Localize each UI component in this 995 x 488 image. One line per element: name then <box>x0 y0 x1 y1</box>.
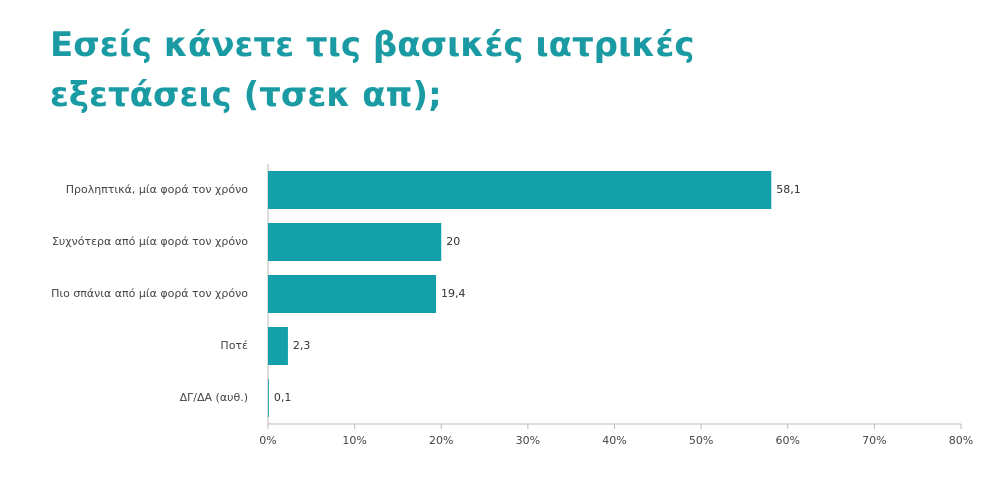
y-tick-label: Συχνότερα από μία φορά τον χρόνο <box>52 235 248 248</box>
y-tick-label: Ποτέ <box>220 339 248 352</box>
x-tick-label: 0% <box>259 434 276 447</box>
x-tick-label: 40% <box>602 434 626 447</box>
y-tick-label: Πιο σπάνια από μία φορά τον χρόνο <box>51 287 248 300</box>
chart-title: Εσείς κάνετε τις βασικές ιατρικές εξετάσ… <box>50 25 695 115</box>
y-tick-label: ΔΓ/ΔΑ (αυθ.) <box>180 391 248 404</box>
data-label: 19,4 <box>441 287 466 300</box>
x-tick-label: 10% <box>342 434 366 447</box>
bar <box>268 379 269 417</box>
data-label: 0,1 <box>274 391 292 404</box>
x-tick-label: 80% <box>949 434 973 447</box>
bar <box>268 223 442 261</box>
x-tick-label: 20% <box>429 434 453 447</box>
bar <box>268 275 437 313</box>
x-tick-label: 30% <box>516 434 540 447</box>
data-label: 2,3 <box>293 339 311 352</box>
bar <box>268 171 772 209</box>
y-tick-label: Προληπτικά, μία φορά τον χρόνο <box>66 183 249 196</box>
data-label: 20 <box>446 235 460 248</box>
x-tick-label: 60% <box>776 434 800 447</box>
x-tick-label: 70% <box>862 434 886 447</box>
data-label: 58,1 <box>776 183 801 196</box>
bar <box>268 327 288 365</box>
x-tick-label: 50% <box>689 434 713 447</box>
